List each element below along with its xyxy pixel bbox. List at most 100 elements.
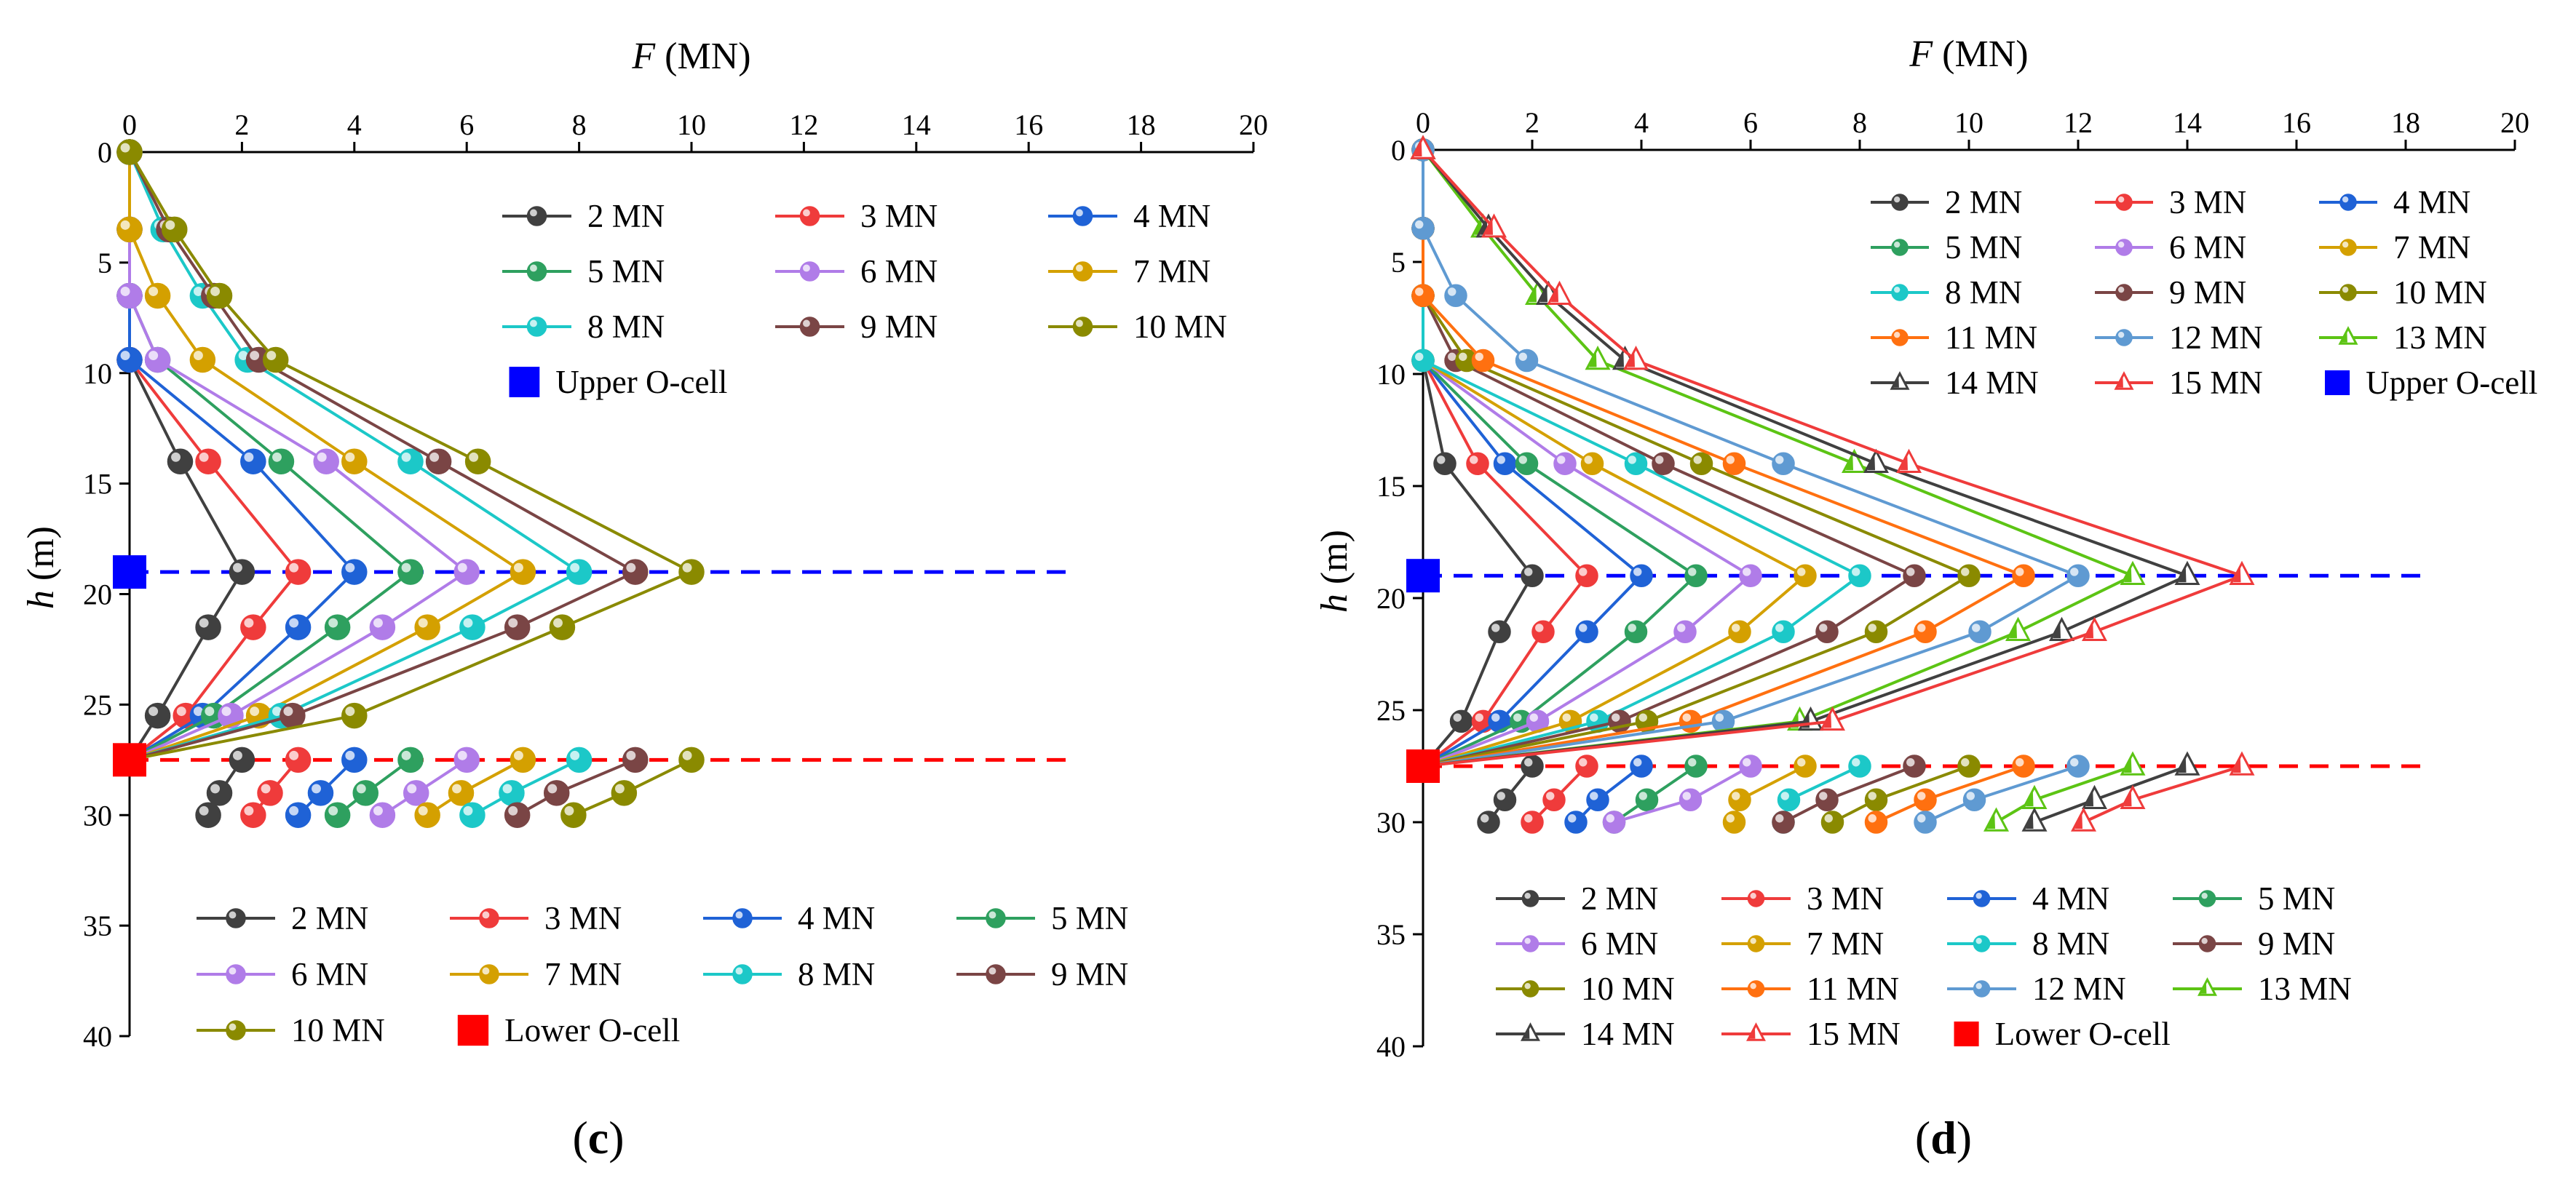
data-point-highlight (1475, 713, 1483, 722)
data-point-fill (1914, 788, 1937, 811)
data-point (1772, 452, 1795, 475)
data-point-fill (1689, 452, 1713, 475)
data-point (1630, 755, 1653, 778)
data-point-highlight (1638, 792, 1647, 800)
data-point-fill (459, 614, 486, 640)
legend-marker-fill (226, 1020, 246, 1040)
data-point-fill (1815, 620, 1839, 643)
data-point (1542, 788, 1566, 811)
data-point-fill (324, 614, 351, 640)
data-point-fill (313, 448, 339, 474)
legend-marker-highlight (229, 1023, 237, 1031)
legend-marker-fill (732, 964, 753, 984)
data-point-fill (285, 747, 312, 773)
data-point (1493, 788, 1517, 811)
data-point (622, 747, 649, 773)
y-tick-label: 10 (83, 357, 112, 390)
data-point-fill (1589, 351, 1597, 367)
legend-marker-highlight (2342, 241, 2349, 248)
legend-entry-14-mn: 14 MN (1871, 365, 2039, 401)
data-point-fill (414, 614, 440, 640)
legend-entry-3-mn: 3 MN (450, 900, 622, 936)
data-point-highlight (261, 784, 271, 794)
data-point-highlight (171, 452, 181, 462)
y-tick-label: 0 (1391, 134, 1406, 167)
data-point (1515, 349, 1539, 373)
data-point-fill (1564, 811, 1588, 834)
data-point-fill (2179, 756, 2187, 773)
data-point-fill (2233, 756, 2241, 773)
y-tick-label: 5 (1391, 246, 1406, 279)
x-tick-label: 20 (1239, 108, 1268, 141)
data-point-highlight (1633, 758, 1642, 767)
y-tick-label: 40 (1376, 1030, 1406, 1063)
data-point (2229, 751, 2255, 776)
data-point (195, 802, 221, 828)
data-point (1772, 811, 1795, 834)
data-point (1864, 811, 1888, 834)
data-point (1914, 788, 1937, 811)
data-point-highlight (289, 618, 299, 628)
legend-marker-fill (2115, 194, 2133, 211)
legend-marker-highlight (530, 319, 537, 327)
data-point-fill (116, 139, 143, 165)
y-tick-label: 25 (83, 688, 112, 721)
data-point-highlight (570, 750, 580, 760)
data-point-highlight (2016, 568, 2024, 576)
legend-ocell-swatch (2325, 370, 2350, 396)
data-point (1728, 620, 1751, 643)
legend-label: 8 MN (798, 956, 875, 992)
legend-marker-fill (479, 964, 499, 984)
legend-marker-fill (226, 908, 246, 928)
data-point-highlight (513, 750, 523, 760)
data-point-highlight (1568, 814, 1577, 823)
data-point-fill (116, 216, 143, 243)
legend-marker-highlight (1975, 892, 1982, 899)
legend-marker-highlight (803, 264, 810, 272)
y-tick-label: 5 (98, 247, 112, 279)
data-point (1564, 811, 1588, 834)
data-point-highlight (2016, 758, 2024, 767)
data-point (1547, 280, 1572, 305)
legend-marker (1891, 284, 1909, 301)
data-point (1679, 788, 1703, 811)
y-tick-label: 35 (83, 910, 112, 942)
legend-label: 2 MN (1945, 184, 2022, 220)
data-point (1777, 788, 1801, 811)
data-point (1815, 788, 1839, 811)
legend-marker (2115, 284, 2133, 301)
data-point-highlight (1529, 713, 1538, 722)
x-tick-label: 4 (1634, 106, 1649, 139)
legend-marker-fill (732, 908, 753, 928)
data-point (285, 559, 312, 585)
data-point (1515, 452, 1539, 475)
data-point (1794, 755, 1817, 778)
data-point-fill (1794, 564, 1817, 587)
data-point (397, 559, 424, 585)
legend-label: 4 MN (798, 900, 875, 936)
legend-marker-fill (799, 317, 820, 337)
data-point (162, 216, 188, 243)
data-point-fill (1728, 620, 1751, 643)
legend-marker-fill (1747, 890, 1765, 907)
data-point-highlight (682, 750, 692, 760)
data-point-fill (459, 802, 486, 828)
x-tick-label: 18 (1127, 108, 1156, 141)
data-point-fill (1580, 452, 1604, 475)
data-point-highlight (1535, 624, 1544, 632)
legend-entry-lower-o-cell: Lower O-cell (1954, 1016, 2171, 1052)
legend-marker-highlight (1524, 937, 1531, 944)
x-axis-title: F (MN) (1909, 33, 2028, 75)
y-tick-label: 35 (1376, 918, 1406, 951)
data-point (285, 614, 312, 640)
y-tick-label: 15 (83, 468, 112, 501)
data-point-highlight (553, 618, 563, 628)
data-point (566, 747, 593, 773)
data-point-highlight (1732, 624, 1740, 632)
data-point-fill (453, 559, 480, 585)
data-point (1624, 452, 1648, 475)
legend-marker (2339, 194, 2357, 211)
x-tick-label: 16 (2282, 106, 2311, 139)
data-point-highlight (317, 452, 327, 462)
legend-upper: 2 MN 3 MN 4 MN 5 MN 6 MN 7 MN 8 MN 9 MN 10 MN Upp… (502, 198, 1227, 400)
